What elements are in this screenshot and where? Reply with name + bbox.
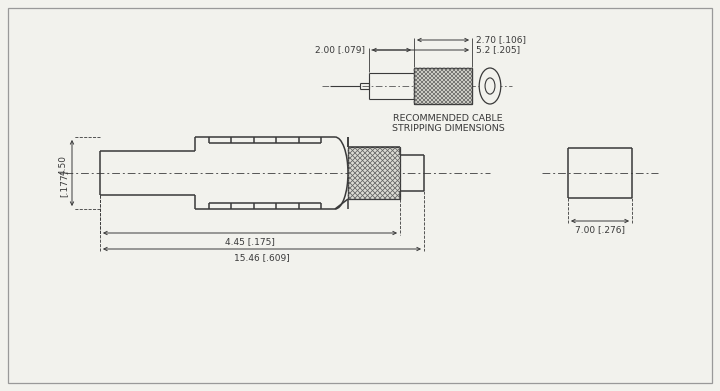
Text: 7.00 [.276]: 7.00 [.276] [575, 225, 625, 234]
Text: 2.00 [.079]: 2.00 [.079] [315, 45, 365, 54]
Ellipse shape [485, 78, 495, 94]
Text: RECOMMENDED CABLE: RECOMMENDED CABLE [393, 114, 503, 123]
Text: [.177]: [.177] [59, 169, 68, 197]
Ellipse shape [480, 68, 501, 104]
Text: 4.45 [.175]: 4.45 [.175] [225, 237, 275, 246]
Bar [414, 68, 472, 104]
Bar [348, 147, 400, 199]
Text: 2.70 [.106]: 2.70 [.106] [476, 36, 526, 45]
Text: STRIPPING DIMENSIONS: STRIPPING DIMENSIONS [392, 124, 505, 133]
Text: 4.50: 4.50 [59, 155, 68, 175]
Text: 5.2 [.205]: 5.2 [.205] [476, 45, 520, 54]
Text: 15.46 [.609]: 15.46 [.609] [234, 253, 290, 262]
